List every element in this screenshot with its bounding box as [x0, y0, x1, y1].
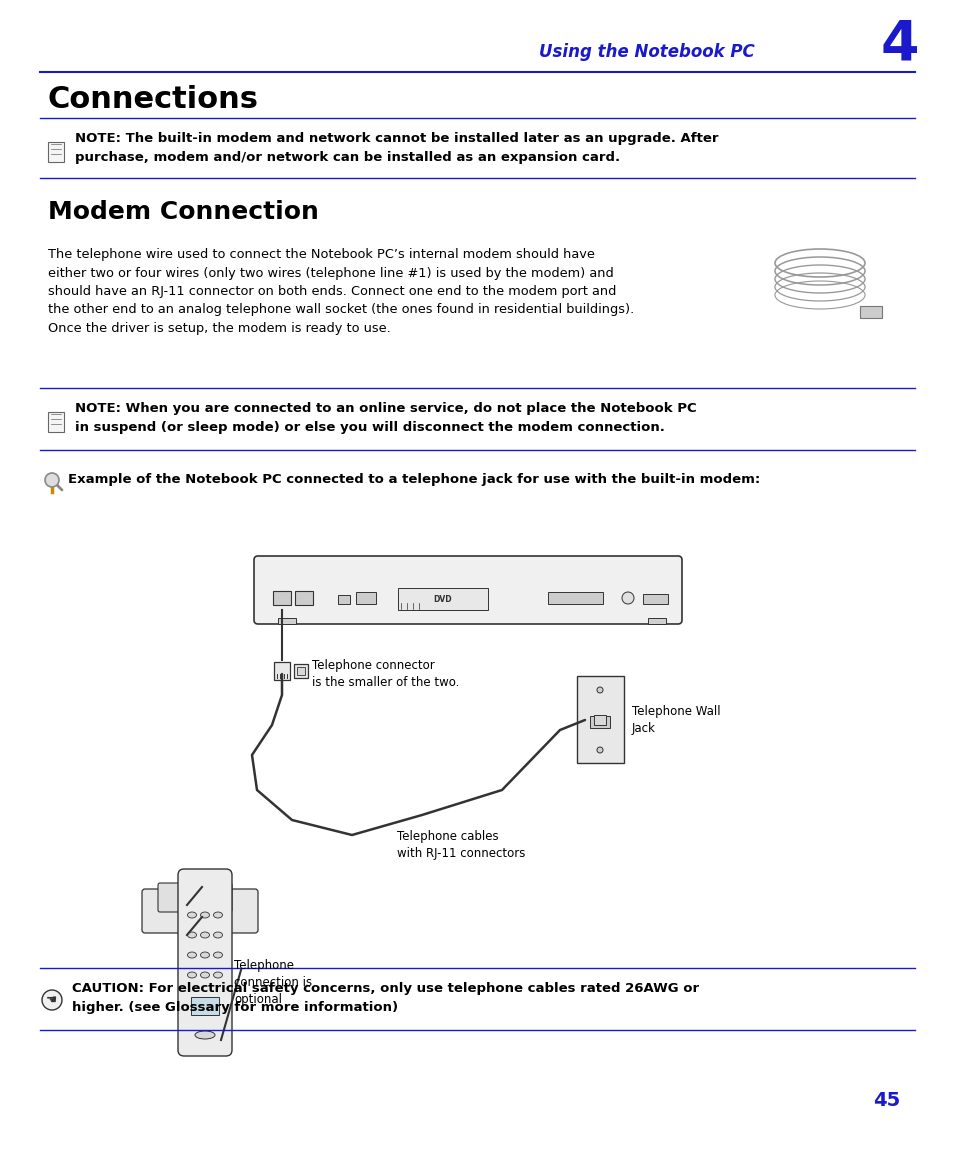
Bar [594, 715, 605, 725]
Text: The telephone wire used to connect the Notebook PC’s internal modem should have
: The telephone wire used to connect the N… [48, 248, 634, 335]
Text: ☚: ☚ [47, 993, 57, 1006]
Bar [589, 716, 609, 728]
Bar [355, 593, 375, 604]
Ellipse shape [188, 952, 196, 957]
Ellipse shape [200, 912, 210, 918]
Bar [294, 664, 308, 678]
FancyBboxPatch shape [142, 889, 257, 933]
Text: CAUTION: For electrical safety concerns, only use telephone cables rated 26AWG o: CAUTION: For electrical safety concerns,… [71, 982, 699, 1014]
Bar [48, 412, 64, 432]
Text: 4: 4 [880, 18, 919, 72]
Circle shape [597, 747, 602, 753]
Ellipse shape [213, 912, 222, 918]
Text: Connections: Connections [48, 85, 258, 114]
Bar [191, 997, 219, 1015]
Ellipse shape [200, 973, 210, 978]
Ellipse shape [188, 973, 196, 978]
Text: Modem Connection: Modem Connection [48, 200, 318, 224]
Ellipse shape [188, 932, 196, 938]
Bar [274, 662, 290, 680]
Text: Example of the Notebook PC connected to a telephone jack for use with the built-: Example of the Notebook PC connected to … [68, 474, 760, 486]
Bar [296, 666, 305, 675]
Ellipse shape [213, 952, 222, 957]
Ellipse shape [188, 912, 196, 918]
FancyBboxPatch shape [178, 869, 232, 1056]
Ellipse shape [213, 973, 222, 978]
Text: Telephone Wall
Jack: Telephone Wall Jack [631, 705, 720, 735]
Text: DVD: DVD [434, 595, 452, 604]
Bar [337, 595, 350, 604]
Ellipse shape [200, 932, 210, 938]
Text: Using the Notebook PC: Using the Notebook PC [538, 43, 754, 61]
Circle shape [621, 593, 634, 604]
Text: NOTE: When you are connected to an online service, do not place the Notebook PC
: NOTE: When you are connected to an onlin… [75, 402, 696, 434]
Bar [642, 594, 667, 604]
FancyBboxPatch shape [253, 556, 681, 624]
Bar [48, 142, 64, 162]
Ellipse shape [213, 932, 222, 938]
FancyBboxPatch shape [158, 884, 232, 912]
Circle shape [597, 687, 602, 693]
Bar [273, 591, 291, 605]
Text: Telephone
connection is
optional: Telephone connection is optional [233, 959, 312, 1006]
Bar [294, 591, 313, 605]
Text: 45: 45 [872, 1090, 899, 1110]
Text: Telephone connector
is the smaller of the two.: Telephone connector is the smaller of th… [312, 660, 459, 690]
Bar [277, 618, 295, 624]
Ellipse shape [194, 1031, 214, 1040]
Bar [647, 618, 665, 624]
Circle shape [42, 990, 62, 1009]
Bar [547, 593, 602, 604]
Text: NOTE: The built-in modem and network cannot be installed later as an upgrade. Af: NOTE: The built-in modem and network can… [75, 132, 718, 164]
Text: Telephone cables
with RJ-11 connectors: Telephone cables with RJ-11 connectors [396, 830, 525, 860]
Bar [397, 588, 488, 610]
Circle shape [45, 474, 59, 487]
Bar [859, 306, 882, 318]
Ellipse shape [200, 952, 210, 957]
FancyBboxPatch shape [577, 676, 623, 763]
